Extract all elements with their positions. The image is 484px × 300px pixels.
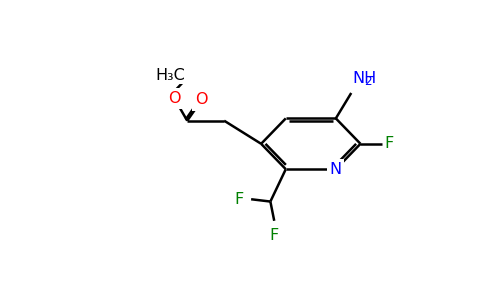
Text: O: O: [196, 92, 208, 107]
Text: 2: 2: [364, 75, 372, 88]
Text: N: N: [330, 162, 342, 177]
Text: O: O: [168, 91, 181, 106]
Text: F: F: [234, 192, 243, 207]
Text: H: H: [173, 68, 185, 82]
Text: F: F: [270, 229, 279, 244]
Text: F: F: [384, 136, 393, 151]
Text: H₃C: H₃C: [155, 68, 185, 82]
Text: NH: NH: [352, 71, 376, 86]
